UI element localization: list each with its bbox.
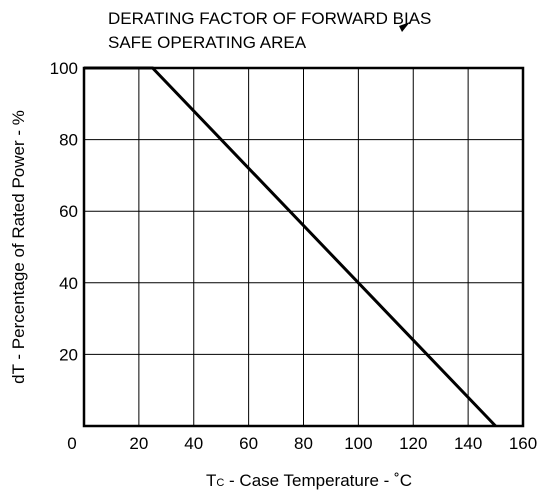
chart-title-line-2: SAFE OPERATING AREA — [108, 33, 307, 52]
y-tick-label: 80 — [59, 131, 78, 150]
series-group — [84, 66, 497, 428]
x-tick-label: 60 — [239, 434, 258, 453]
x-tick-label: 20 — [129, 434, 148, 453]
plot-frame — [82, 66, 525, 428]
y-tick-label: 20 — [59, 345, 78, 364]
x-tick-label: 0 — [67, 434, 76, 453]
x-axis-label-subscript: C — [216, 477, 224, 489]
x-tick-label: 80 — [294, 434, 313, 453]
x-tick-label: 120 — [399, 434, 427, 453]
x-tick-label: 160 — [509, 434, 537, 453]
y-tick-label: 100 — [50, 59, 78, 78]
chart-title-line-1: DERATING FACTOR OF FORWARD BIAS — [108, 9, 431, 28]
y-axis-label: dT - Percentage of Rated Power - % — [9, 110, 28, 384]
x-axis-label-rest: - Case Temperature - ˚C — [224, 471, 412, 490]
x-tick-labels: 0 20 40 60 80 100 120 140 160 — [67, 434, 537, 453]
x-tick-label: 140 — [454, 434, 482, 453]
y-tick-label: 40 — [59, 274, 78, 293]
y-tick-labels: 20 40 60 80 100 — [50, 59, 78, 364]
x-tick-label: 40 — [184, 434, 203, 453]
derating-curve — [84, 66, 497, 428]
x-tick-label: 100 — [344, 434, 372, 453]
y-tick-label: 60 — [59, 202, 78, 221]
x-axis-label: TC - Case Temperature - ˚C — [206, 471, 412, 490]
x-axis-label-main: T — [206, 471, 216, 490]
grid-lines — [84, 68, 523, 426]
title-marker-icon — [399, 22, 410, 32]
